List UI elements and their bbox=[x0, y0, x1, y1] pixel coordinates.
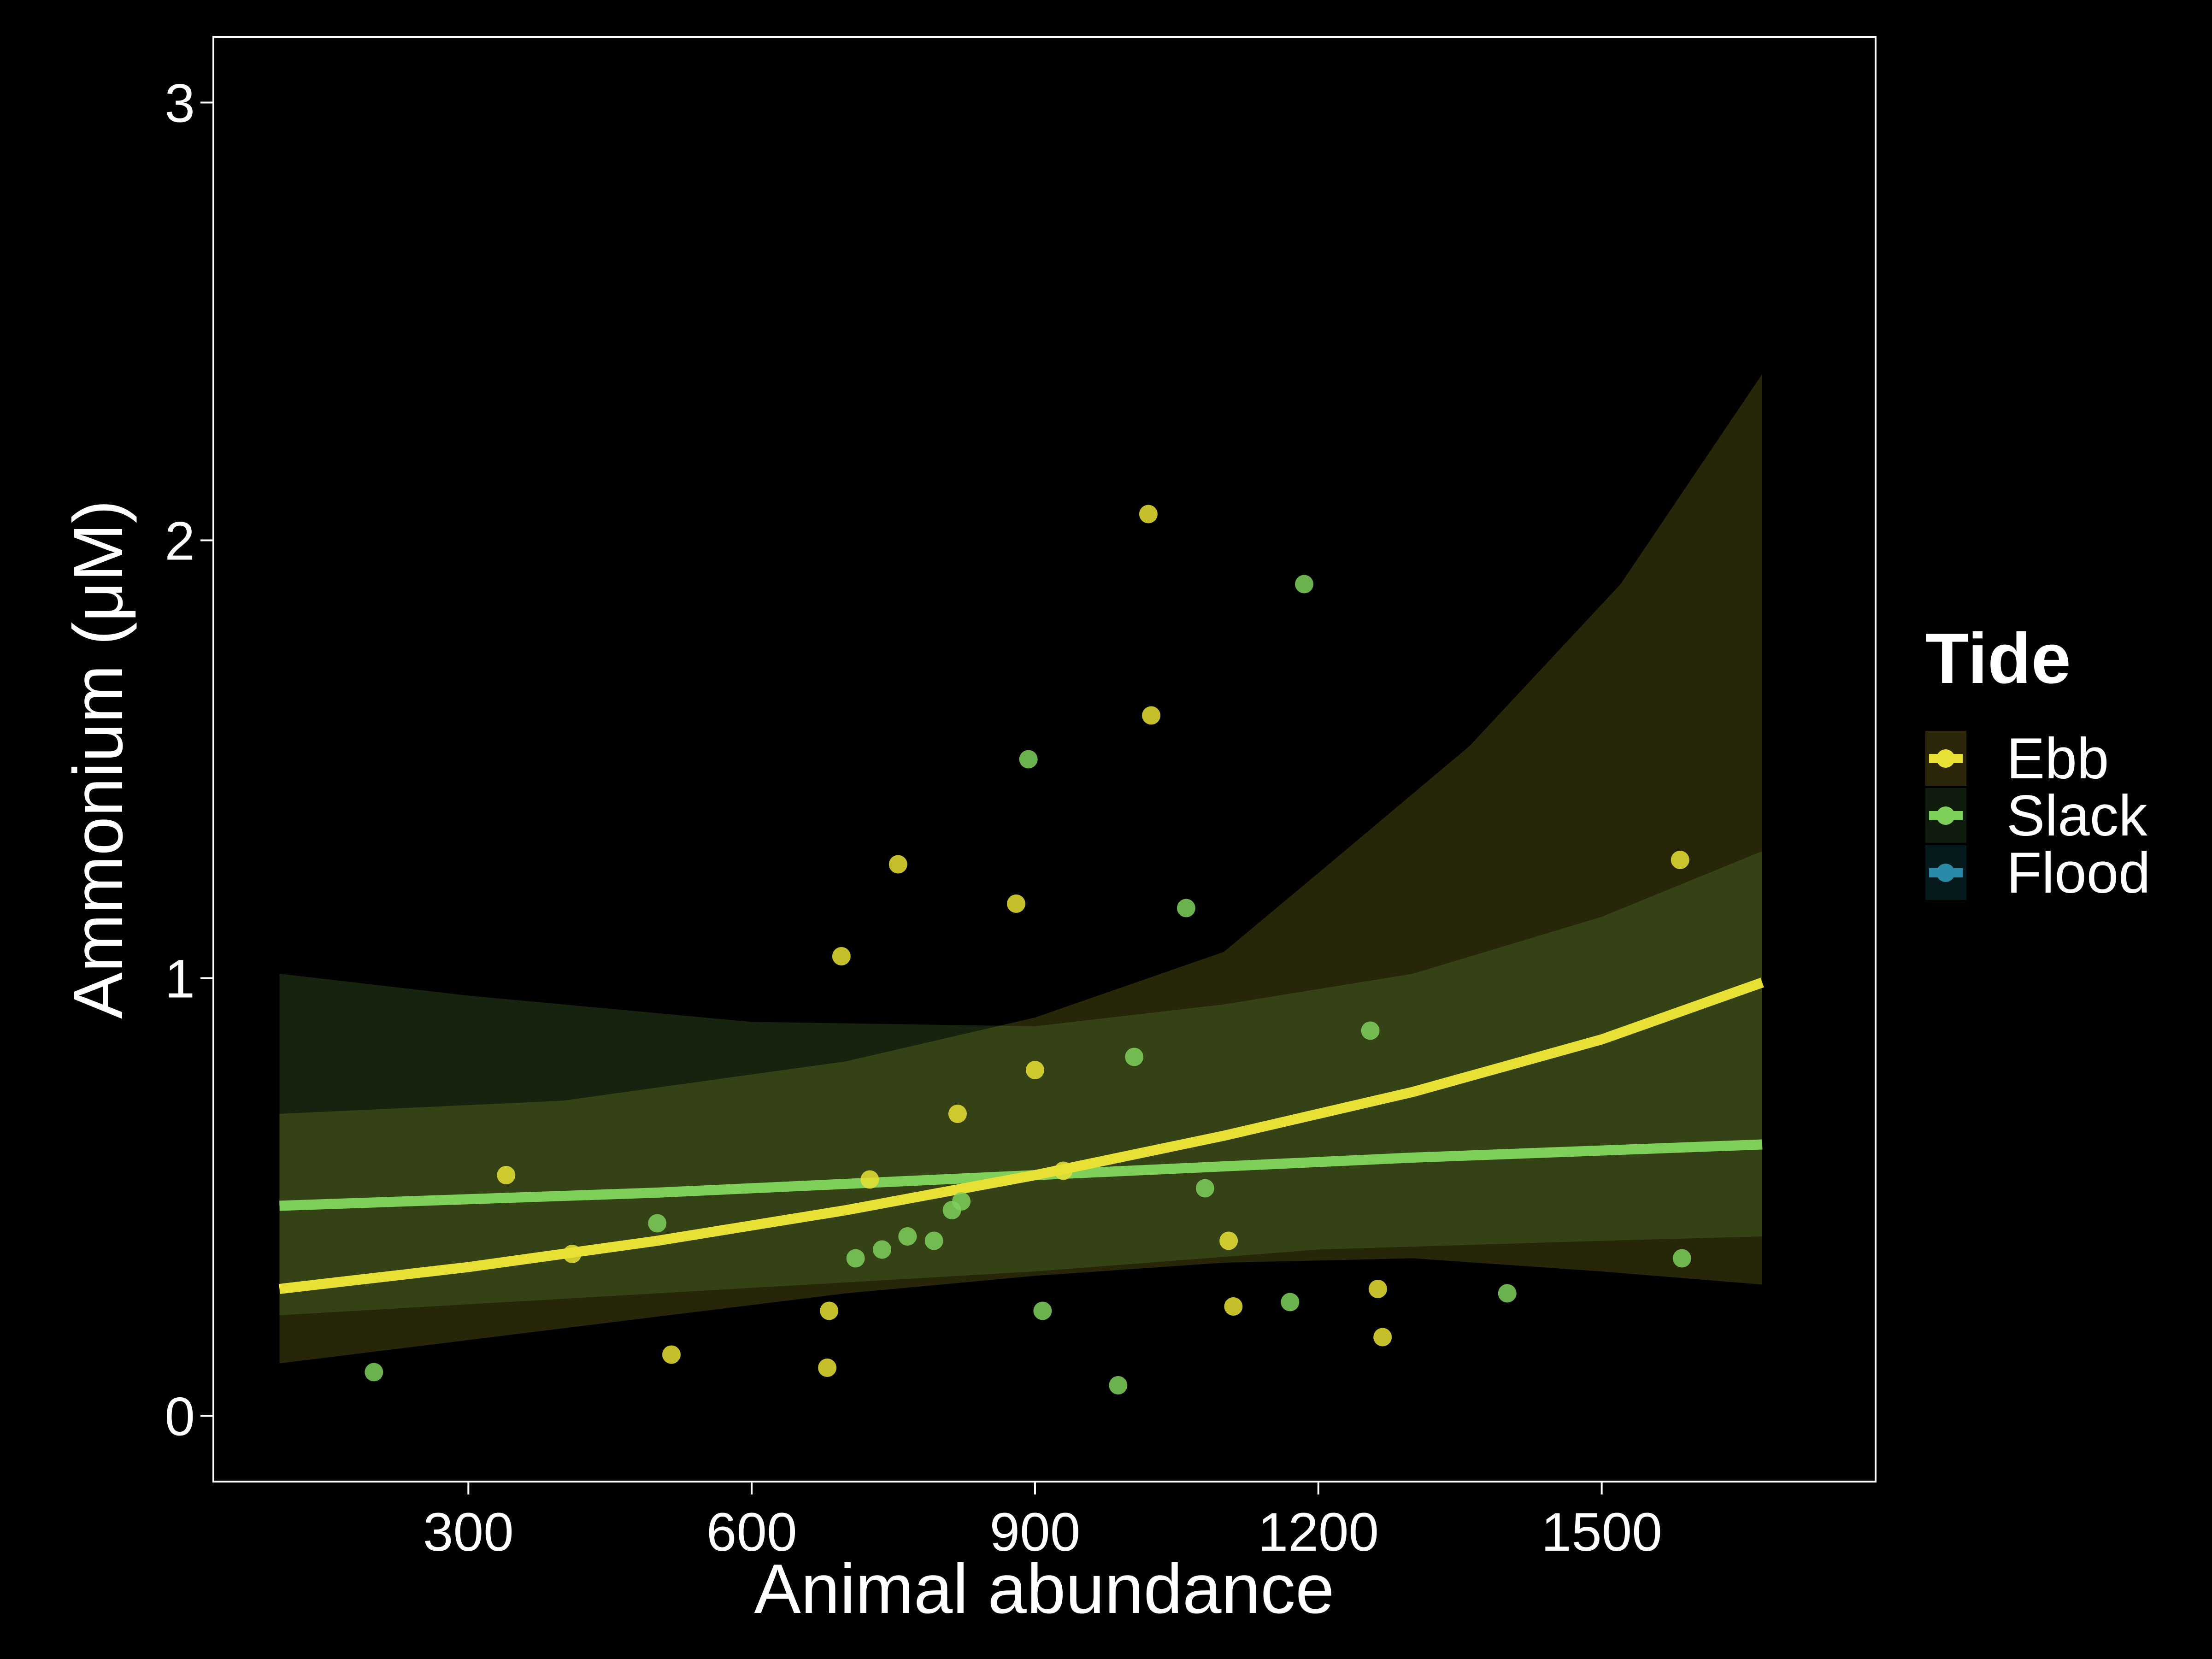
confidence-band-slack bbox=[279, 851, 1763, 1315]
data-point-slack bbox=[898, 1227, 917, 1246]
data-point-ebb bbox=[1224, 1297, 1243, 1316]
legend-label-slack: Slack bbox=[2006, 784, 2147, 848]
data-point-slack bbox=[365, 1363, 383, 1382]
data-point-ebb bbox=[497, 1166, 516, 1184]
data-point-slack bbox=[1672, 1249, 1691, 1268]
y-tick-label: 0 bbox=[165, 1387, 195, 1447]
data-point-ebb bbox=[948, 1105, 967, 1123]
data-point-slack bbox=[1195, 1179, 1214, 1198]
data-point-ebb bbox=[1007, 894, 1026, 913]
x-axis: 300 600 900 1200 1500 bbox=[423, 1482, 1662, 1563]
data-point-slack bbox=[1361, 1021, 1380, 1040]
data-point-ebb bbox=[662, 1345, 681, 1364]
plot-panel-border bbox=[212, 36, 1877, 1483]
data-point-ebb bbox=[1219, 1231, 1238, 1250]
data-point-ebb bbox=[1054, 1161, 1073, 1180]
data-point-slack bbox=[872, 1240, 891, 1259]
data-point-slack bbox=[924, 1231, 943, 1250]
data-point-slack bbox=[648, 1214, 667, 1233]
data-point-ebb bbox=[1368, 1280, 1387, 1298]
data-point-slack bbox=[1125, 1047, 1144, 1066]
x-tick-label: 1500 bbox=[1541, 1502, 1662, 1563]
legend-label-flood: Flood bbox=[2006, 841, 2151, 905]
data-point-ebb bbox=[1671, 851, 1689, 869]
data-point-slack bbox=[1295, 575, 1314, 594]
y-tick-label: 2 bbox=[165, 511, 195, 572]
data-point-slack bbox=[846, 1249, 865, 1268]
data-point-slack bbox=[1177, 899, 1195, 918]
data-point-slack bbox=[1033, 1301, 1052, 1320]
confidence-bands bbox=[279, 374, 1763, 1364]
data-point-ebb bbox=[888, 855, 907, 874]
legend-label-ebb: Ebb bbox=[2006, 727, 2109, 791]
data-point-ebb bbox=[818, 1359, 837, 1377]
data-point-slack bbox=[1019, 750, 1038, 769]
fit-lines bbox=[279, 977, 1764, 1294]
data-point-ebb bbox=[1142, 706, 1161, 725]
x-tick-label: 300 bbox=[423, 1502, 514, 1563]
y-axis: 0 1 2 3 bbox=[165, 73, 213, 1447]
data-point-ebb bbox=[860, 1170, 879, 1189]
legend-title: Tide bbox=[1925, 618, 2071, 698]
data-points bbox=[365, 505, 1691, 1394]
x-tick-label: 900 bbox=[990, 1502, 1081, 1563]
x-tick-label: 600 bbox=[706, 1502, 797, 1563]
data-point-ebb bbox=[563, 1245, 582, 1263]
data-point-ebb bbox=[1373, 1328, 1392, 1347]
legend-key-point-ebb bbox=[1936, 749, 1955, 768]
x-tick-label: 1200 bbox=[1258, 1502, 1379, 1563]
data-point-ebb bbox=[1026, 1061, 1045, 1079]
y-axis-title: Ammonium (μM) bbox=[59, 500, 137, 1019]
confidence-band-ebb bbox=[279, 374, 1763, 1364]
y-tick-label: 3 bbox=[165, 73, 195, 134]
fit-line-ebb bbox=[279, 977, 1764, 1294]
legend-key-point-slack bbox=[1936, 806, 1955, 825]
data-point-slack bbox=[1281, 1293, 1300, 1312]
data-point-slack bbox=[1109, 1376, 1128, 1394]
data-point-slack bbox=[952, 1192, 971, 1211]
legend-key-point-flood bbox=[1936, 864, 1955, 882]
data-point-ebb bbox=[832, 947, 851, 965]
x-axis-title: Animal abundance bbox=[754, 1550, 1334, 1628]
y-tick-label: 1 bbox=[165, 949, 195, 1010]
data-point-ebb bbox=[820, 1301, 839, 1320]
data-point-ebb bbox=[1139, 505, 1158, 524]
data-point-slack bbox=[1498, 1284, 1517, 1303]
